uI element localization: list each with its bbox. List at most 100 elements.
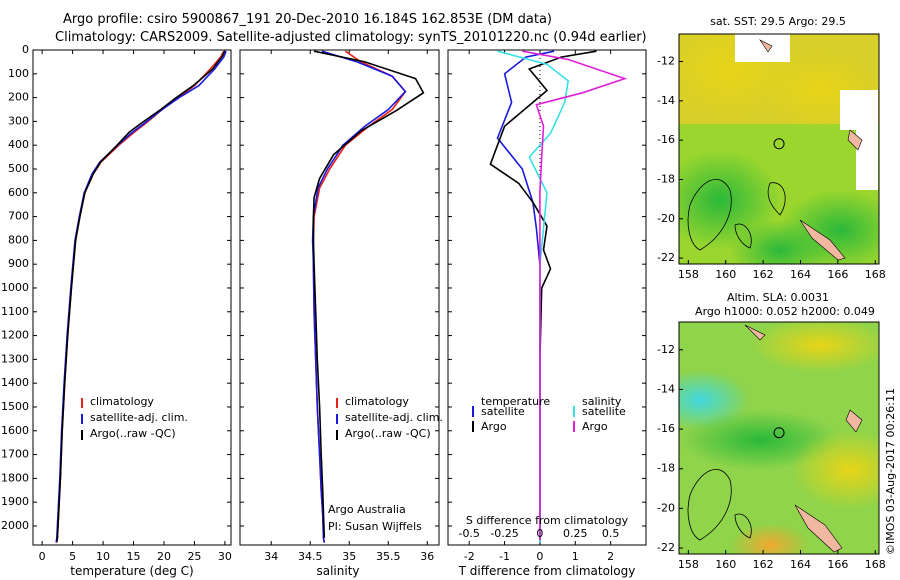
- t-difference-xlabel: T difference from climatology: [458, 564, 636, 578]
- x-tick-label: 34: [264, 550, 278, 563]
- sla-map-subtitle: Argo h1000: 0.052 h2000: 0.049: [695, 305, 875, 318]
- y-tick-label: 1800: [1, 471, 29, 484]
- map-x-tick-label: 160: [715, 558, 736, 571]
- y-tick-label: 1500: [1, 400, 29, 413]
- difference-legend: temperature satellite Argo salinity sate…: [472, 395, 626, 433]
- y-tick-label: 500: [8, 162, 29, 175]
- map-y-tick-label: -14: [657, 382, 675, 395]
- map-y-tick-label: -16: [657, 133, 675, 146]
- x-tick-label: 30: [218, 550, 232, 563]
- map-y-tick-label: -14: [657, 94, 675, 107]
- sla-map-ticks: 158 160 162 164 166 168 -12 -14 -16 -18 -20 -22: [657, 343, 886, 571]
- x-tick-label: 1: [572, 550, 579, 563]
- y-tick-label: 600: [8, 186, 29, 199]
- legend-climatology-2: climatology: [345, 395, 409, 408]
- x-tick-label: 0: [39, 550, 46, 563]
- map-x-tick-label: 158: [678, 268, 699, 281]
- map-x-tick-label: 166: [827, 558, 848, 571]
- x2-tick-label: 0: [536, 527, 543, 540]
- x2-tick-label: -0.25: [490, 527, 518, 540]
- y-tick-label: 2000: [1, 519, 29, 532]
- difference-axes: [447, 49, 647, 546]
- x-tick-label: 0: [536, 550, 543, 563]
- x-tick-label: -2: [464, 550, 475, 563]
- series-s-argo: [522, 50, 628, 541]
- salinity-xlabel: salinity: [316, 564, 359, 578]
- map-x-tick-label: 168: [865, 558, 886, 571]
- s-difference-ticks: -0.5 -0.25 0 0.25 0.5: [458, 527, 619, 540]
- sst-map-title: sat. SST: 29.5 Argo: 29.5: [710, 15, 846, 28]
- x-tick-label: 5: [69, 550, 76, 563]
- map-x-tick-label: 164: [790, 268, 811, 281]
- map-y-tick-label: -16: [657, 422, 675, 435]
- sla-map: Altim. SLA: 0.0031 Argo h1000: 0.052 h20…: [657, 291, 886, 571]
- map-y-tick-label: -18: [657, 172, 675, 185]
- y-tick-label: 1700: [1, 448, 29, 461]
- legend-argo-2: Argo(..raw -QC): [345, 427, 431, 440]
- map-x-tick-label: 162: [753, 558, 774, 571]
- x-tick-label: 10: [96, 550, 110, 563]
- map-y-tick-label: -18: [657, 462, 675, 475]
- x2-tick-label: -0.5: [458, 527, 479, 540]
- map-y-tick-label: -22: [657, 251, 675, 264]
- legend-salinity-title: salinity: [582, 395, 622, 408]
- map-x-tick-label: 166: [827, 268, 848, 281]
- salinity-panel: 34 34.5 35 35.5 36 salinity climatology sate…: [239, 49, 443, 578]
- x-tick-label: 35.5: [376, 550, 401, 563]
- temperature-xlabel: temperature (deg C): [70, 564, 193, 578]
- y-tick-label: 1300: [1, 352, 29, 365]
- y-tick-label: 0: [22, 43, 29, 56]
- sst-map-field: [679, 34, 879, 264]
- legend-s-argo: Argo: [582, 420, 608, 433]
- map-y-tick-label: -20: [657, 212, 675, 225]
- argo-position-marker: [773, 138, 785, 150]
- series-argo-raw-qc-: [56, 50, 226, 542]
- series-argo-raw-qc-: [312, 50, 425, 538]
- series-satellite-adj-clim-: [55, 50, 227, 543]
- legend-satellite-2: satellite-adj. clim.: [345, 411, 443, 424]
- x-tick-label: 34.5: [298, 550, 323, 563]
- y-tick-label: 1100: [1, 305, 29, 318]
- s-difference-xlabel: S difference from climatology: [466, 514, 629, 527]
- legend-climatology: climatology: [90, 395, 154, 408]
- temperature-axes: [32, 49, 232, 546]
- salinity-axes: [239, 49, 440, 546]
- y-tick-label: 900: [8, 257, 29, 270]
- x-tick-label: 35: [342, 550, 356, 563]
- y-tick-label: 1900: [1, 495, 29, 508]
- x-tick-label: -1: [499, 550, 510, 563]
- legend-argo: Argo(..raw -QC): [90, 427, 176, 440]
- difference-panel: -2 -1 0 1 2 T difference from climatology S …: [447, 49, 647, 578]
- legend-t-argo: Argo: [481, 420, 507, 433]
- x2-tick-label: 0.5: [602, 527, 620, 540]
- map-x-tick-label: 160: [715, 268, 736, 281]
- y-tick-label: 300: [8, 114, 29, 127]
- series-climatology: [312, 50, 407, 543]
- series-satellite-adj-clim-: [311, 50, 407, 543]
- map-y-tick-label: -12: [657, 343, 675, 356]
- y-tick-label: 100: [8, 67, 29, 80]
- title-line-1: Argo profile: csiro 5900867_191 20-Dec-2…: [63, 12, 552, 27]
- title-line-2: Climatology: CARS2009. Satellite-adjuste…: [55, 30, 647, 45]
- legend-s-satellite: satellite: [582, 405, 626, 418]
- sst-map-ticks: 158 160 162 164 166 168 -12 -14 -16 -18 -20 -22: [657, 55, 886, 281]
- y-tick-label: 1400: [1, 376, 29, 389]
- map-x-tick-label: 168: [865, 268, 886, 281]
- pi-label: PI: Susan Wijffels: [328, 520, 422, 533]
- y-tick-label: 200: [8, 91, 29, 104]
- x-tick-label: 36: [420, 550, 434, 563]
- map-x-tick-label: 164: [790, 558, 811, 571]
- sla-map-title: Altim. SLA: 0.0031: [727, 291, 829, 304]
- legend-temperature-title: temperature: [481, 395, 550, 408]
- salinity-legend: climatology satellite-adj. clim. Argo(..…: [336, 395, 443, 440]
- map-x-tick-label: 162: [753, 268, 774, 281]
- argo-position-marker-2: [773, 427, 785, 439]
- map-y-tick-label: -20: [657, 501, 675, 514]
- temperature-legend: climatology satellite-adj. clim. Argo(..…: [81, 395, 188, 440]
- x-tick-label: 15: [127, 550, 141, 563]
- map-x-tick-label: 158: [678, 558, 699, 571]
- y-tick-label: 400: [8, 138, 29, 151]
- sla-map-field: [679, 322, 879, 554]
- x-tick-label: 20: [157, 550, 171, 563]
